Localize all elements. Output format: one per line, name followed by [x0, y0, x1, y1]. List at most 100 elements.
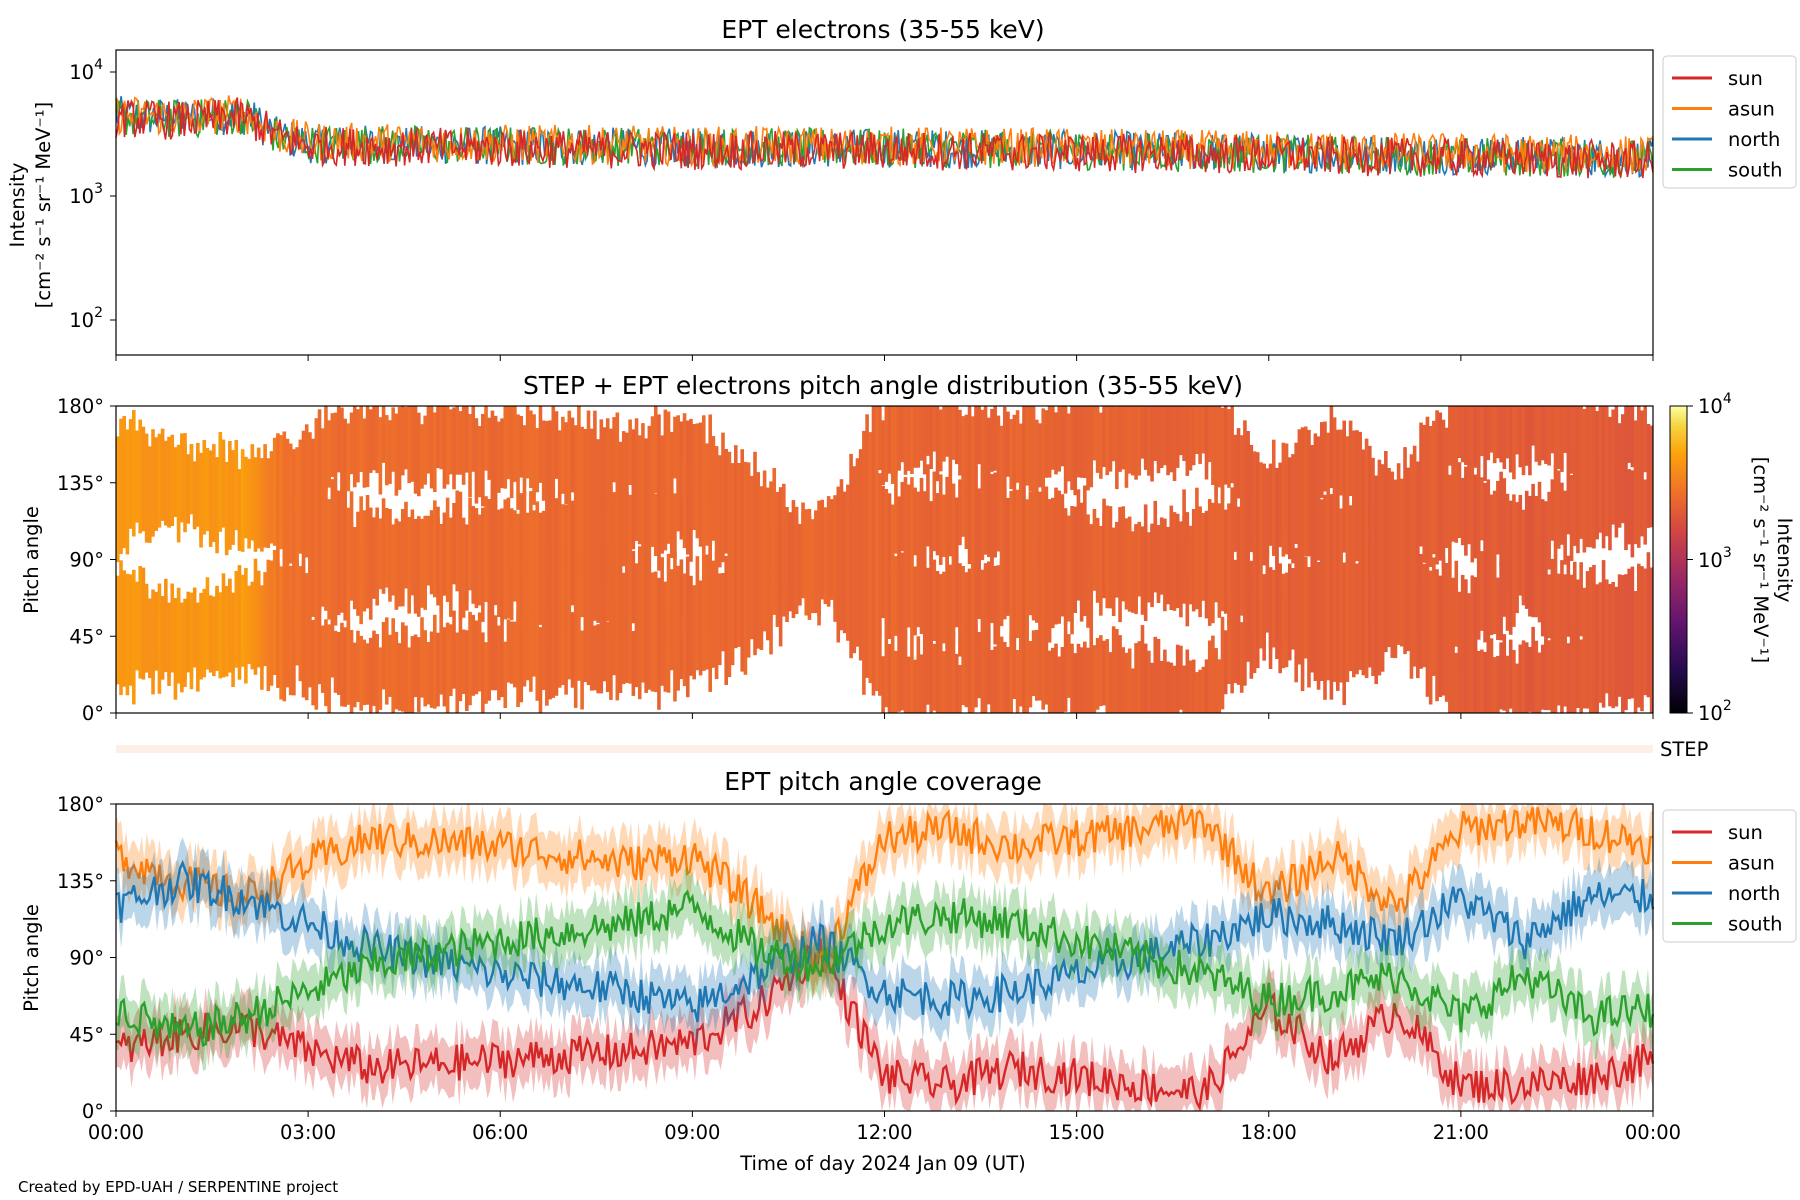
- pad-cell: [990, 408, 994, 472]
- pad-cell: [1611, 630, 1615, 709]
- pad-cell: [1038, 423, 1042, 488]
- pad-cell: [1002, 487, 1007, 579]
- pad-cell: [237, 565, 242, 656]
- pad-cell: [340, 545, 344, 613]
- pad-cell: [1604, 579, 1609, 641]
- pad-cell: [1236, 616, 1241, 685]
- pad-cell: [452, 407, 456, 490]
- pad-cell: [1643, 568, 1647, 648]
- pad-cell: [958, 409, 962, 476]
- pad-cell: [916, 491, 921, 556]
- pad-cell: [1643, 603, 1647, 696]
- pad-cell: [954, 653, 959, 713]
- pad-cell: [663, 409, 668, 505]
- pad-cell: [1015, 489, 1020, 585]
- pad-cell: [1521, 532, 1526, 606]
- pad-cell: [935, 628, 940, 713]
- pad-cell: [1598, 406, 1603, 482]
- pad-cell: [948, 406, 953, 494]
- pad-cell: [1364, 600, 1369, 679]
- pad-cell: [247, 594, 251, 664]
- pad-cell: [1464, 466, 1468, 556]
- pad-cell: [1624, 647, 1628, 711]
- pad-cell: [935, 493, 940, 556]
- pad-cell: [1508, 639, 1513, 709]
- pad-cell: [1025, 558, 1029, 651]
- pad-cell: [1384, 553, 1388, 628]
- pad-cell: [1028, 551, 1033, 616]
- pad-cell: [202, 599, 207, 678]
- pad-cell: [1271, 569, 1276, 632]
- pad-cell: [532, 556, 536, 626]
- pad-cell: [455, 632, 460, 713]
- pad-cell: [269, 560, 274, 628]
- pad-cell: [1531, 626, 1535, 713]
- pad-cell: [1217, 534, 1222, 618]
- pad-cell: [1220, 616, 1225, 710]
- pad-cell: [727, 547, 732, 623]
- pad-cell: [609, 485, 613, 549]
- pad-cell: [711, 436, 716, 506]
- pad-cell: [1649, 631, 1654, 713]
- pad-cell: [1630, 470, 1635, 558]
- pad-cell: [1448, 406, 1452, 466]
- pad-cell: [609, 428, 613, 498]
- pad-cell: [641, 571, 645, 648]
- pad-cell: [1252, 477, 1257, 573]
- pad-cell: [1531, 406, 1535, 446]
- pad-cell: [253, 466, 258, 552]
- pad-cell: [474, 508, 479, 597]
- pad-cell: [910, 406, 914, 474]
- pad-cell: [717, 495, 722, 568]
- pad-cell: [208, 603, 213, 673]
- y-tick-label: 180°: [57, 793, 104, 816]
- legend-label-asun: asun: [1728, 98, 1775, 121]
- pad-cell: [737, 505, 741, 597]
- pad-cell: [1163, 649, 1167, 713]
- pad-cell: [1303, 557, 1308, 636]
- pad-cell: [340, 481, 344, 568]
- pad-cell: [1470, 575, 1475, 644]
- pad-cell: [1444, 474, 1449, 548]
- pad-cell: [855, 458, 860, 525]
- pad-cell: [128, 617, 133, 686]
- pad-cell: [1502, 536, 1507, 617]
- pad-cell: [1022, 555, 1026, 633]
- pad-cell: [1435, 410, 1439, 484]
- pad-cell: [1368, 445, 1372, 527]
- pad-cell: [423, 630, 427, 707]
- pad-cell: [1236, 551, 1241, 636]
- pad-cell: [701, 597, 706, 671]
- pad-cell: [1009, 419, 1013, 490]
- pad-cell: [359, 544, 363, 625]
- pad-cell: [1313, 468, 1318, 556]
- pad-cell: [557, 493, 562, 574]
- pad-cell: [122, 456, 126, 549]
- pad-cell: [919, 561, 924, 634]
- pad-cell: [157, 433, 162, 528]
- pad-cell: [631, 631, 636, 696]
- pad-cell: [612, 606, 616, 676]
- pad-cell: [1556, 573, 1561, 643]
- pad-cell: [1230, 545, 1234, 615]
- pad-cell: [1083, 641, 1087, 713]
- pad-cell: [199, 604, 203, 680]
- pad-cell: [1300, 480, 1305, 569]
- pad-cell: [1220, 407, 1225, 502]
- pad-cell: [468, 611, 472, 706]
- pad-cell: [1588, 643, 1593, 713]
- pad-cell: [288, 625, 293, 696]
- pad-cell: [1492, 406, 1497, 464]
- pad-cell: [125, 482, 130, 555]
- pad-cell: [1012, 467, 1017, 558]
- pad-cell: [135, 581, 139, 651]
- pad-cell: [1518, 534, 1523, 596]
- pad-cell: [1118, 635, 1122, 713]
- pad-cell: [778, 525, 783, 599]
- pad-cell: [183, 598, 187, 678]
- pad-cell: [1134, 643, 1138, 713]
- pad-cell: [308, 607, 312, 688]
- pad-cell: [967, 406, 972, 497]
- pad-cell: [477, 426, 482, 498]
- pad-cell: [417, 412, 421, 497]
